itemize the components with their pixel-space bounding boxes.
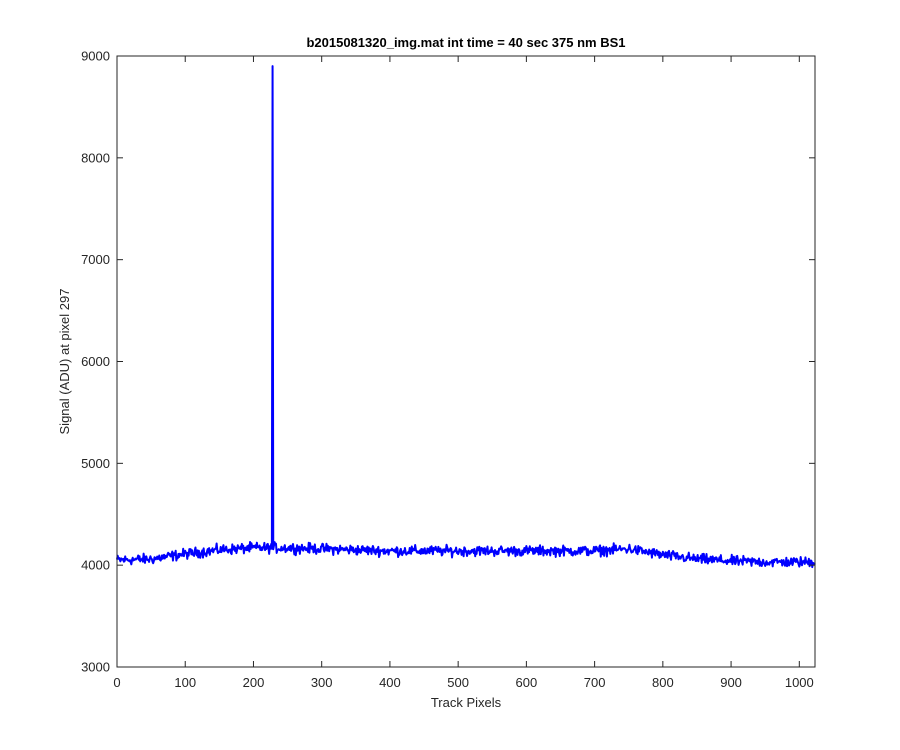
y-axis-label: Signal (ADU) at pixel 297 <box>57 289 72 435</box>
y-tick-label: 3000 <box>81 660 110 675</box>
x-tick-label: 400 <box>379 675 401 690</box>
series-layer <box>116 65 816 569</box>
signal-series-line <box>116 65 816 569</box>
y-tick-label: 5000 <box>81 456 110 471</box>
x-tick-label: 1000 <box>785 675 814 690</box>
x-tick-label: 200 <box>243 675 265 690</box>
y-tick-label: 8000 <box>81 150 110 165</box>
x-axis-label: Track Pixels <box>431 695 502 710</box>
chart-title: b2015081320_img.mat int time = 40 sec 37… <box>306 35 625 50</box>
x-tick-label: 500 <box>447 675 469 690</box>
x-tick-label: 600 <box>516 675 538 690</box>
x-tick-label: 0 <box>113 675 120 690</box>
axes-layer: 0 100 200 300 400 500 600 700 800 900 1000 3000 4000… <box>81 49 816 690</box>
x-tick-label: 300 <box>311 675 333 690</box>
x-tick-label: 700 <box>584 675 606 690</box>
x-tick-label: 800 <box>652 675 674 690</box>
y-tick-label: 9000 <box>81 49 110 64</box>
y-tick-label: 6000 <box>81 354 110 369</box>
y-tick-label: 7000 <box>81 252 110 267</box>
y-tick-label: 4000 <box>81 558 110 573</box>
x-tick-label: 100 <box>174 675 196 690</box>
x-tick-label: 900 <box>720 675 742 690</box>
plot-area <box>117 56 815 667</box>
